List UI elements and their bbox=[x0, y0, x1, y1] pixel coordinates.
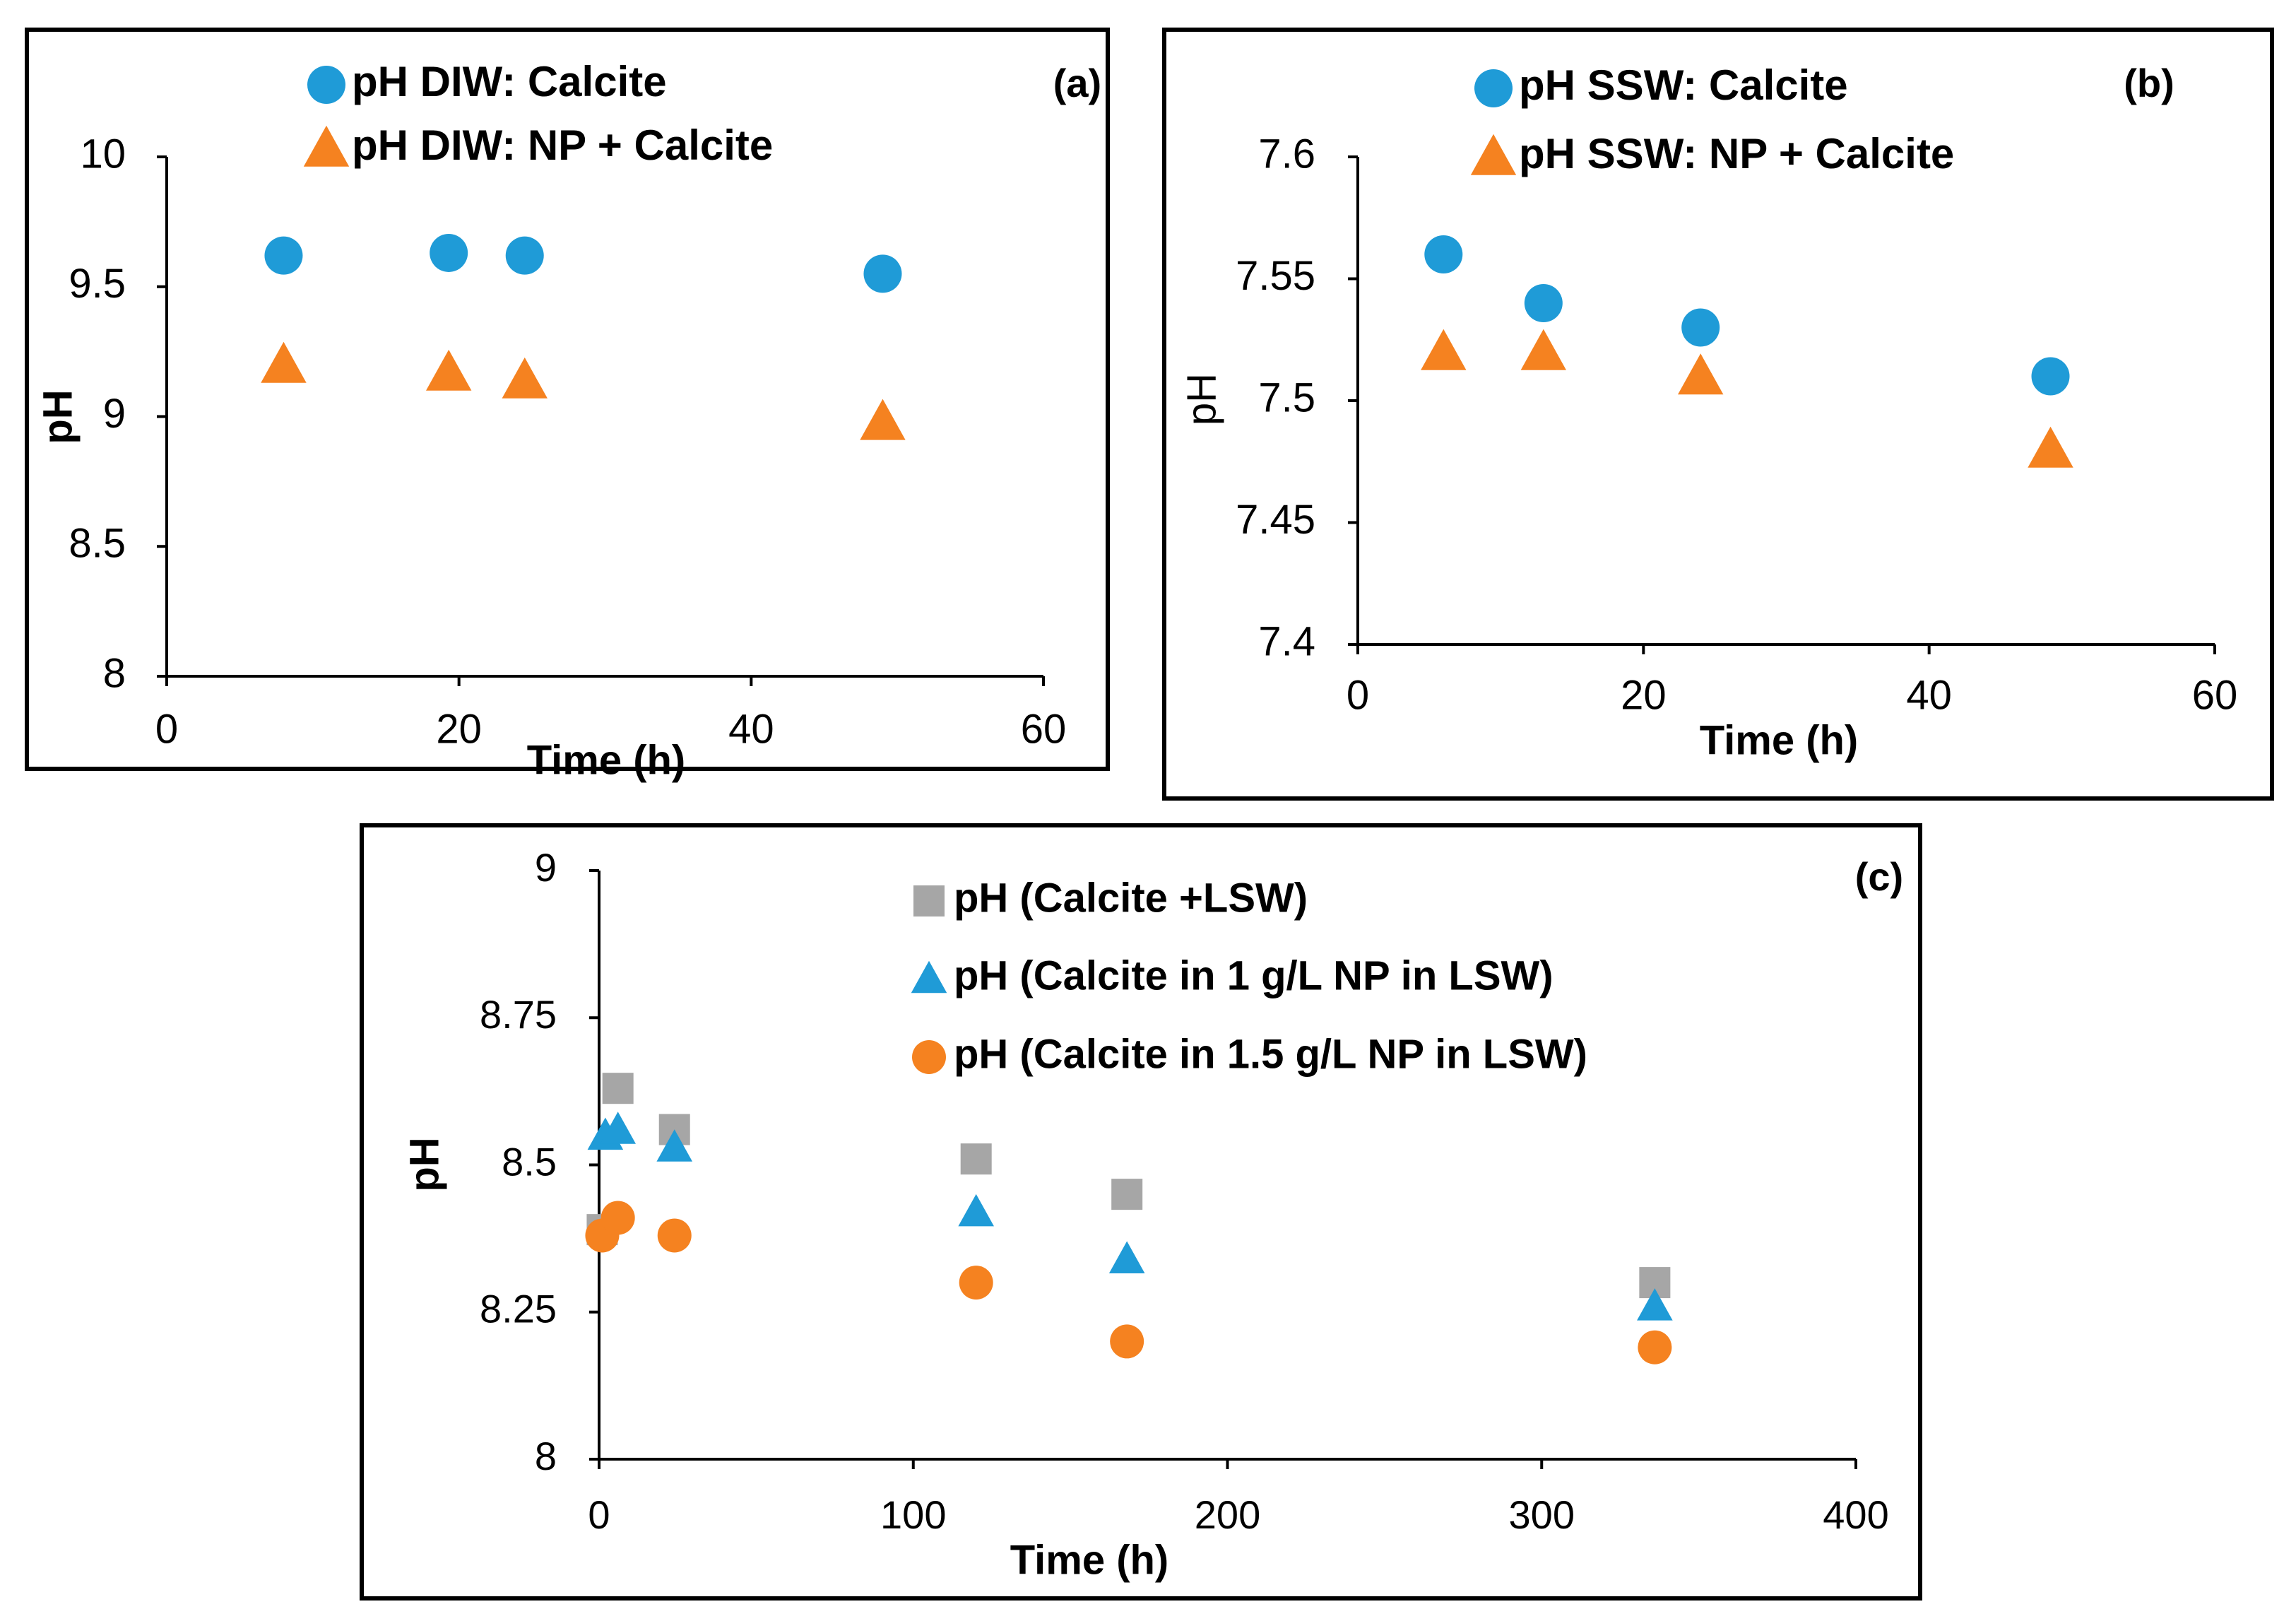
y-tick-label: 8.25 bbox=[480, 1287, 557, 1331]
legend-label: pH DIW: NP + Calcite bbox=[352, 122, 773, 169]
legend-label: pH (Calcite +LSW) bbox=[954, 875, 1308, 921]
chart-panel-b: 0 20 40 60 7.4 7.45 7.5 7.55 7.6 Time (h) pH (b) pH … bbox=[1162, 28, 2274, 801]
x-tick-label: 40 bbox=[728, 706, 774, 752]
y-axis-title: pH bbox=[401, 1137, 447, 1191]
legend-label: pH SSW: Calcite bbox=[1519, 61, 1848, 109]
x-tick-label: 60 bbox=[1021, 706, 1067, 752]
data-point bbox=[1678, 353, 1724, 395]
series-2 bbox=[1421, 329, 2073, 468]
x-tick-label: 0 bbox=[588, 1492, 610, 1537]
series-1 bbox=[264, 233, 902, 293]
panel-label: (a) bbox=[1053, 61, 1101, 105]
legend-marker bbox=[913, 885, 945, 916]
y-tick-label: 7.45 bbox=[1236, 497, 1315, 543]
y-tick-label: 7.4 bbox=[1258, 618, 1315, 664]
series-2 bbox=[587, 1112, 1673, 1321]
data-point bbox=[600, 1112, 636, 1144]
panel-label: (c) bbox=[1855, 854, 1903, 899]
x-tick-label: 400 bbox=[1823, 1492, 1888, 1537]
data-point bbox=[430, 233, 468, 272]
x-tick-label: 300 bbox=[1509, 1492, 1575, 1537]
data-point bbox=[1111, 1179, 1143, 1210]
data-point bbox=[959, 1266, 993, 1300]
data-point bbox=[602, 1073, 634, 1104]
chart-panel-a: 0 20 40 60 8 8.5 9 9.5 10 Time (h) pH (a) pH DIW: Ca… bbox=[25, 28, 1110, 783]
legend-marker bbox=[1474, 69, 1513, 107]
y-tick-label: 7.55 bbox=[1236, 253, 1315, 299]
y-tick-label: 8.5 bbox=[69, 521, 126, 567]
data-point bbox=[958, 1193, 994, 1227]
x-tick-label: 20 bbox=[436, 706, 482, 752]
data-point bbox=[1681, 308, 1720, 347]
legend-label: pH (Calcite in 1.5 g/L NP in LSW) bbox=[954, 1031, 1587, 1077]
legend-marker bbox=[911, 960, 947, 994]
data-point bbox=[860, 399, 906, 440]
chart-frame bbox=[25, 28, 1110, 771]
x-tick-label: 60 bbox=[2192, 672, 2238, 718]
y-tick-label: 10 bbox=[80, 131, 126, 177]
x-axis-title: Time (h) bbox=[1700, 717, 1859, 763]
x-tick-label: 200 bbox=[1195, 1492, 1260, 1537]
data-point bbox=[2031, 357, 2070, 396]
data-point bbox=[261, 341, 307, 383]
data-point bbox=[960, 1143, 992, 1175]
x-tick-label: 0 bbox=[1347, 672, 1369, 718]
y-tick-label: 7.5 bbox=[1258, 375, 1315, 420]
y-tick-label: 8 bbox=[103, 650, 126, 696]
data-point bbox=[502, 357, 548, 399]
legend: pH DIW: Calcite pH DIW: NP + Calcite bbox=[303, 58, 773, 169]
legend-label: pH SSW: NP + Calcite bbox=[1519, 130, 1954, 177]
data-point bbox=[863, 254, 902, 293]
x-tick-label: 20 bbox=[1621, 672, 1667, 718]
data-point bbox=[1108, 1241, 1145, 1274]
data-point bbox=[1424, 235, 1463, 273]
y-tick-label: 9 bbox=[535, 845, 557, 890]
y-axis-title: pH bbox=[1178, 373, 1224, 425]
legend-marker bbox=[1470, 134, 1517, 175]
chart-panel-c: 0 100 200 300 400 8 8.25 8.5 8.75 9 Time (h) pH (c) p… bbox=[360, 823, 1922, 1601]
series-1 bbox=[1424, 235, 2070, 396]
data-point bbox=[600, 1201, 635, 1235]
legend-marker bbox=[303, 125, 350, 167]
series-2 bbox=[261, 341, 906, 440]
x-tick-label: 0 bbox=[155, 706, 178, 752]
series-3 bbox=[585, 1201, 1672, 1364]
data-point bbox=[1421, 329, 1467, 370]
data-point bbox=[657, 1218, 692, 1253]
legend-marker bbox=[307, 66, 345, 104]
y-tick-label: 8.5 bbox=[502, 1139, 557, 1184]
data-point bbox=[2028, 426, 2073, 468]
y-tick-label: 9.5 bbox=[69, 261, 126, 307]
data-point bbox=[1520, 329, 1567, 370]
legend: pH SSW: Calcite pH SSW: NP + Calcite bbox=[1470, 61, 1954, 177]
data-point bbox=[1524, 284, 1563, 322]
data-point bbox=[264, 236, 303, 275]
data-point bbox=[425, 349, 472, 391]
legend: pH (Calcite +LSW) pH (Calcite in 1 g/L NP… bbox=[911, 875, 1587, 1077]
legend-label: pH DIW: Calcite bbox=[352, 58, 667, 105]
data-point bbox=[1637, 1288, 1673, 1321]
chart-frame bbox=[360, 823, 1922, 1601]
y-tick-label: 9 bbox=[103, 391, 126, 437]
data-point bbox=[656, 1129, 693, 1162]
x-axis-title: Time (h) bbox=[527, 737, 686, 783]
legend-marker bbox=[912, 1040, 946, 1074]
panel-label: (b) bbox=[2124, 61, 2174, 105]
chart-frame bbox=[1162, 28, 2274, 801]
x-tick-label: 100 bbox=[880, 1492, 946, 1537]
y-tick-label: 7.6 bbox=[1258, 131, 1315, 177]
x-axis-title: Time (h) bbox=[1010, 1537, 1169, 1583]
legend-label: pH (Calcite in 1 g/L NP in LSW) bbox=[954, 953, 1554, 998]
data-point bbox=[1638, 1330, 1672, 1364]
data-point bbox=[505, 236, 544, 275]
y-tick-label: 8.75 bbox=[480, 992, 557, 1037]
x-tick-label: 40 bbox=[1906, 672, 1952, 718]
y-axis-title: pH bbox=[35, 389, 81, 444]
data-point bbox=[1110, 1324, 1144, 1359]
y-tick-label: 8 bbox=[535, 1434, 557, 1478]
